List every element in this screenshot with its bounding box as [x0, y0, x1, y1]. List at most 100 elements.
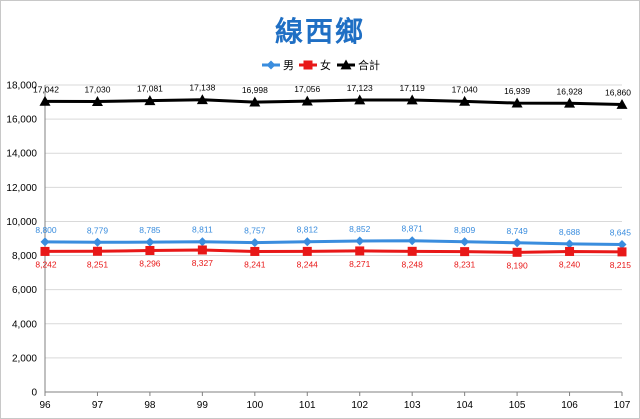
- series-3: 17,042 17,030 17,081 17,138 16,998 17,056 17,1…: [33, 83, 631, 109]
- data-label: 8,809: [454, 225, 476, 235]
- data-point: [617, 247, 627, 257]
- series-line: [44, 239, 623, 247]
- x-tick-label: 99: [197, 400, 209, 411]
- data-label: 8,757: [244, 226, 266, 236]
- data-point: [617, 240, 627, 250]
- data-point: [616, 98, 628, 109]
- x-tick-label: 106: [561, 400, 578, 411]
- data-label: 8,645: [610, 228, 632, 238]
- data-label: 8,215: [610, 260, 632, 270]
- legend-entry: 合計: [337, 58, 380, 72]
- data-point: [460, 247, 470, 257]
- axes: [44, 85, 622, 393]
- data-label: 8,749: [506, 226, 528, 236]
- data-point: [302, 237, 312, 247]
- x-tick-label: 100: [246, 400, 263, 411]
- data-point: [40, 237, 50, 247]
- data-point: [249, 96, 261, 107]
- data-label: 8,190: [506, 260, 528, 270]
- data-point: [250, 238, 260, 248]
- data-label: 17,081: [137, 84, 163, 94]
- data-label: 17,056: [294, 84, 320, 94]
- data-point: [39, 95, 51, 106]
- data-label: 16,928: [557, 86, 583, 96]
- x-tick-label: 101: [299, 400, 316, 411]
- legend-label: 男: [283, 59, 294, 72]
- data-label: 8,812: [297, 225, 319, 235]
- data-label: 17,123: [347, 83, 373, 93]
- x-axis-ticks: 96 97 98 99 100 101 102 103 104 105 106 107: [39, 392, 631, 411]
- data-point: [92, 237, 102, 247]
- data-label: 17,138: [189, 83, 215, 93]
- data-point: [355, 246, 365, 256]
- data-label: 16,998: [242, 85, 268, 95]
- x-tick-label: 103: [404, 400, 421, 411]
- x-tick-label: 104: [456, 400, 473, 411]
- series-layer: 8,800 8,779 8,785 8,811 8,757 8,812 8,852 8,871…: [33, 83, 631, 271]
- data-point: [91, 96, 103, 106]
- data-label: 17,042: [33, 84, 59, 94]
- series-1: 8,800 8,779 8,785 8,811 8,757 8,812 8,852 8,871…: [35, 224, 632, 250]
- y-axis-ticks: 0 2,000 4,000 6,000 8,000 10,000 12,000 14,000 1…: [6, 81, 37, 399]
- data-label: 8,242: [35, 259, 57, 269]
- x-tick-label: 107: [614, 400, 631, 411]
- data-point: [511, 97, 523, 108]
- data-point: [512, 238, 522, 248]
- data-point: [355, 236, 365, 246]
- data-point: [40, 246, 50, 256]
- data-label: 8,271: [349, 259, 371, 269]
- y-tick-label: 18,000: [6, 81, 37, 92]
- data-point: [459, 95, 471, 106]
- x-tick-label: 97: [92, 400, 104, 411]
- data-point: [406, 94, 418, 105]
- data-label: 16,860: [605, 87, 631, 97]
- data-point: [354, 94, 366, 105]
- data-label: 8,296: [139, 259, 161, 269]
- legend-marker: [340, 59, 352, 70]
- legend-label: 合計: [358, 58, 380, 72]
- data-point: [407, 246, 417, 256]
- data-label: 8,785: [139, 225, 161, 235]
- series-line: [44, 98, 623, 106]
- y-tick-label: 8,000: [12, 251, 37, 262]
- series-line: [44, 248, 623, 254]
- legend-marker: [266, 60, 276, 70]
- data-label: 8,779: [87, 225, 109, 235]
- data-point: [565, 239, 575, 249]
- x-tick-label: 98: [144, 400, 156, 411]
- y-tick-label: 14,000: [6, 149, 37, 160]
- x-tick-label: 105: [509, 400, 526, 411]
- data-label: 16,939: [504, 86, 530, 96]
- legend: 男 女 合計: [262, 58, 380, 72]
- data-point: [145, 237, 155, 247]
- y-tick-label: 6,000: [12, 285, 37, 296]
- data-label: 17,119: [399, 83, 425, 93]
- data-point: [407, 236, 417, 246]
- data-point: [302, 246, 312, 256]
- legend-marker: [303, 60, 313, 70]
- data-label: 8,800: [35, 225, 57, 235]
- data-label: 8,231: [454, 260, 476, 270]
- chart-title: 線西鄉: [274, 15, 365, 48]
- y-tick-label: 16,000: [6, 115, 37, 126]
- series-2: 8,242 8,251 8,296 8,327 8,241 8,244 8,271 8,248…: [35, 245, 631, 270]
- data-point: [145, 246, 155, 256]
- y-tick-label: 2,000: [12, 353, 37, 364]
- x-tick-label: 102: [351, 400, 368, 411]
- data-label: 8,251: [87, 259, 109, 269]
- data-point: [144, 95, 156, 106]
- data-point: [197, 237, 207, 247]
- legend-entry: 男: [262, 59, 294, 72]
- data-label: 8,871: [402, 224, 424, 234]
- data-point: [196, 94, 208, 105]
- legend-label: 女: [320, 58, 331, 72]
- legend-entry: 女: [299, 58, 331, 72]
- y-tick-label: 4,000: [12, 319, 37, 330]
- grid-lines: [45, 84, 622, 359]
- data-point: [460, 237, 470, 247]
- data-label: 8,241: [244, 259, 266, 269]
- data-point: [565, 246, 575, 256]
- data-label: 8,688: [559, 227, 581, 237]
